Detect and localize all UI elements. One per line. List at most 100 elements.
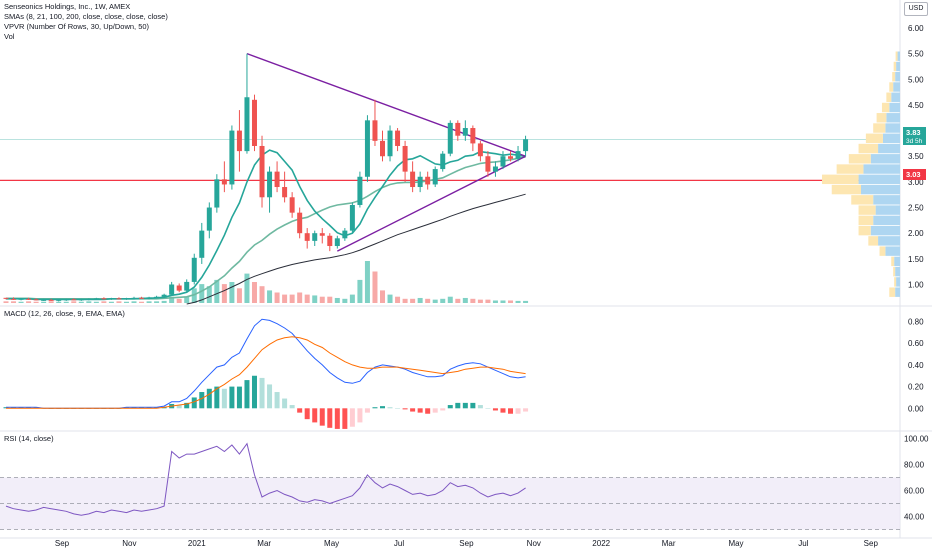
rsi-legend[interactable]: RSI (14, close) (4, 434, 54, 443)
candle (146, 296, 152, 300)
candle (221, 161, 227, 193)
candle-body (146, 297, 152, 299)
macd-legend[interactable]: MACD (12, 26, close, 9, EMA, EMA) (4, 309, 125, 318)
candle (26, 297, 32, 300)
symbol-legend[interactable]: Senseonics Holdings, Inc., 1W, AMEX (4, 2, 131, 11)
candle (71, 298, 77, 301)
candle-body (101, 298, 107, 300)
candle-body (349, 204, 355, 231)
candle (78, 298, 84, 301)
macd-histogram-bar (244, 380, 250, 409)
price-tick-label: 4.50 (908, 101, 924, 110)
macd-line (6, 318, 526, 409)
candle-body (410, 171, 416, 188)
candle (455, 120, 461, 141)
candle (462, 120, 468, 141)
candle-body (131, 297, 137, 299)
volume-profile-up-bar (894, 256, 900, 267)
candle (432, 166, 438, 188)
macd-histogram-bar (395, 408, 401, 409)
price-tick-label: 1.50 (908, 255, 924, 264)
volume-bar (327, 296, 333, 303)
volume-bar (86, 301, 92, 303)
volume-bar (71, 301, 77, 303)
volume-profile-down-bar (858, 205, 876, 215)
volume-profile-up-bar (882, 133, 900, 144)
macd-histogram-bar (191, 397, 197, 409)
time-tick-label: May (728, 539, 743, 548)
candle (372, 99, 378, 146)
candle-body (485, 156, 491, 172)
volume-profile-down-bar (822, 174, 859, 185)
macd-histogram-bar (462, 402, 468, 409)
price-tick-label: 5.00 (908, 75, 924, 84)
volume-profile-down-bar (876, 113, 887, 123)
macd-histogram-bar (508, 408, 514, 414)
candle-body (380, 140, 385, 157)
macd-histogram-bar (327, 408, 333, 428)
time-tick-label: Jul (798, 539, 808, 548)
macd-histogram-bar (342, 408, 348, 429)
macd-histogram-bar (11, 407, 17, 409)
volume-bar (93, 301, 99, 303)
volume-bar (425, 298, 431, 303)
volume-profile-up-bar (897, 51, 900, 61)
volume-bar (364, 261, 370, 303)
volume-profile-down-bar (892, 72, 896, 82)
price-tick-label: 6.00 (908, 24, 924, 33)
candle (48, 298, 54, 301)
candle (101, 297, 107, 300)
candle (492, 161, 498, 177)
candle (477, 140, 483, 162)
price-tick-label: 3.50 (908, 152, 924, 161)
volume-profile-up-bar (895, 72, 900, 82)
price-tick-label: 2.00 (908, 229, 924, 238)
volume-profile-down-bar (858, 215, 874, 226)
macd-histogram-bar (131, 407, 137, 409)
volume-bar (515, 300, 521, 303)
volume-profile-down-bar (894, 277, 897, 287)
volume-profile-up-bar (878, 236, 900, 246)
volume-profile-down-bar (893, 61, 897, 72)
candle-body (229, 130, 235, 185)
candle-body (447, 122, 453, 154)
candle (319, 228, 325, 244)
macd-histogram-bar (312, 408, 318, 423)
candle (289, 192, 295, 218)
rsi-pane[interactable] (0, 442, 900, 530)
currency-button[interactable]: USD (904, 2, 928, 16)
candle (131, 296, 137, 300)
volume-profile-up-bar (873, 195, 900, 205)
macd-pane[interactable] (3, 318, 529, 429)
candle (417, 171, 423, 193)
candle-body (455, 122, 461, 136)
candle (327, 233, 333, 252)
time-tick-label: Sep (864, 539, 879, 548)
macd-histogram-bar (447, 405, 453, 409)
price-tick-label: 5.50 (908, 50, 924, 59)
volume-bar (11, 301, 17, 303)
candle (447, 120, 453, 157)
candle-body (206, 207, 212, 231)
macd-histogram-bar (485, 408, 491, 409)
macd-histogram-bar (267, 384, 273, 409)
candle-body (274, 171, 280, 188)
volume-bar (334, 297, 340, 303)
candle (387, 125, 393, 162)
volume-profile-down-bar (881, 102, 890, 113)
candle (11, 297, 17, 300)
candle-body (244, 97, 250, 152)
volume-profile-up-bar (895, 266, 900, 277)
volume-bar (297, 292, 303, 303)
volume-bar (146, 301, 152, 303)
volume-profile-down-bar (831, 184, 861, 195)
candle-body (214, 179, 220, 208)
macd-histogram-bar (357, 408, 363, 423)
vol-legend[interactable]: Vol (4, 32, 15, 41)
sma-legend[interactable]: SMAs (8, 21, 100, 200, close, close, clo… (4, 12, 168, 21)
price-candles[interactable] (3, 53, 529, 302)
vpvr-legend[interactable]: VPVR (Number Of Rows, 30, Up/Down, 50) (4, 22, 150, 31)
volume-profile-down-bar (865, 133, 883, 144)
candle-body (267, 171, 273, 198)
